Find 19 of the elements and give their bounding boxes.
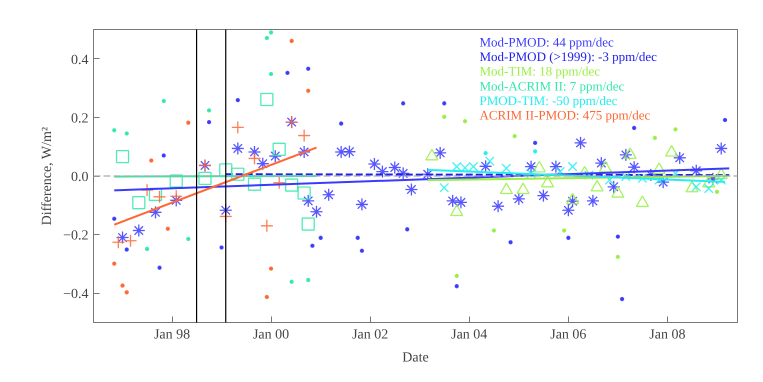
x-tick-label: Jan 04 xyxy=(451,328,488,342)
y-axis-title: Difference, W/m² xyxy=(40,126,56,226)
text: ACRIM II-PMOD: 475 ppm/dec xyxy=(480,108,651,122)
x-tick-label: Jan 02 xyxy=(352,328,388,342)
x-tick-label: Jan 06 xyxy=(550,328,586,342)
text: Mod-PMOD (>1999): -3 ppm/dec xyxy=(480,49,658,64)
text: Mod-PMOD: 44 ppm/dec xyxy=(480,34,614,50)
y-tick-label: −0.2 xyxy=(63,228,89,244)
x-tick-label: Jan 00 xyxy=(252,328,290,342)
text: Mod-TIM: 18 ppm/dec xyxy=(480,64,600,79)
text: Mod-ACRIM II: 7 ppm/dec xyxy=(480,78,625,94)
x-axis-title: Date xyxy=(402,350,429,366)
y-tick-label: 0.4 xyxy=(71,52,88,68)
y-tick-label: −0.4 xyxy=(63,287,89,302)
y-tick-label: 0.2 xyxy=(71,111,88,126)
y-tick-label: 0.0 xyxy=(71,170,88,185)
x-tick-label: Jan 98 xyxy=(154,328,190,342)
text: PMOD-TIM: -50 ppm/dec xyxy=(480,92,618,108)
x-tick-label: Jan 08 xyxy=(649,328,686,342)
